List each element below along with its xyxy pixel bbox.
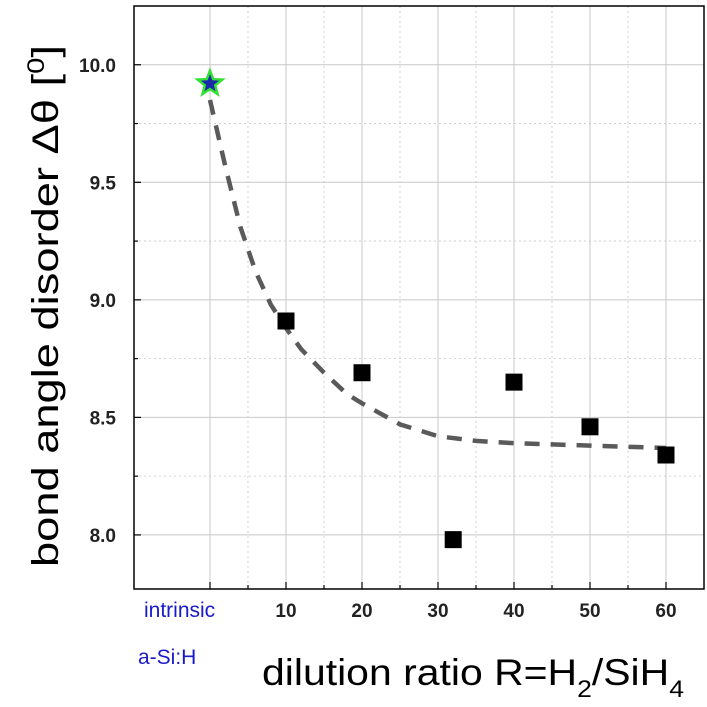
fit-curve <box>207 99 667 451</box>
x-tick-label: 50 <box>579 601 600 622</box>
x-axis-title: dilution ratio R=H 2/SiH 4 <box>262 652 684 703</box>
y-axis-title: bond angle disorder Δθ [0] <box>23 45 66 567</box>
y-tick-label: 8.5 <box>90 408 117 429</box>
x-axis-title-sub1: 2 <box>577 676 592 703</box>
y-axis-title-sup: 0 <box>23 58 50 74</box>
plot-frame <box>133 5 705 590</box>
x-axis-title-mid: /SiH <box>592 652 669 693</box>
y-tick-label: 8.0 <box>90 526 116 547</box>
y-axis-title-main: bond angle disorder Δθ [ <box>25 74 66 567</box>
data-point-square <box>444 531 462 549</box>
axis-ticks <box>134 64 667 589</box>
reference-label-line1: intrinsic <box>144 599 215 622</box>
data-point-square <box>277 312 295 330</box>
data-points <box>277 312 675 549</box>
data-point-square <box>353 364 371 382</box>
x-axis-title-main: dilution ratio R=H <box>262 652 577 693</box>
y-tick-labels: 8.0 8.5 9.0 9.5 10.0 <box>79 56 116 547</box>
y-tick-label: 9.5 <box>90 173 117 194</box>
y-tick-label: 9.0 <box>90 291 116 312</box>
data-point-square <box>581 418 599 436</box>
grid <box>134 6 704 589</box>
data-point-square <box>505 373 523 391</box>
x-tick-label: 40 <box>503 601 524 622</box>
x-tick-label: 10 <box>275 601 296 622</box>
x-tick-label: 60 <box>655 601 676 622</box>
y-tick-label: 10.0 <box>79 56 116 77</box>
x-axis-title-sub2: 4 <box>669 676 684 703</box>
reference-star-marker <box>194 67 226 97</box>
x-tick-label: 20 <box>351 601 372 622</box>
data-point-square <box>657 446 675 464</box>
y-axis-title-end: ] <box>25 45 66 58</box>
x-tick-label: 30 <box>427 601 448 622</box>
reference-label-line2: a-Si:H <box>138 646 196 669</box>
x-tick-labels: 10 20 30 40 50 60 <box>275 601 676 622</box>
